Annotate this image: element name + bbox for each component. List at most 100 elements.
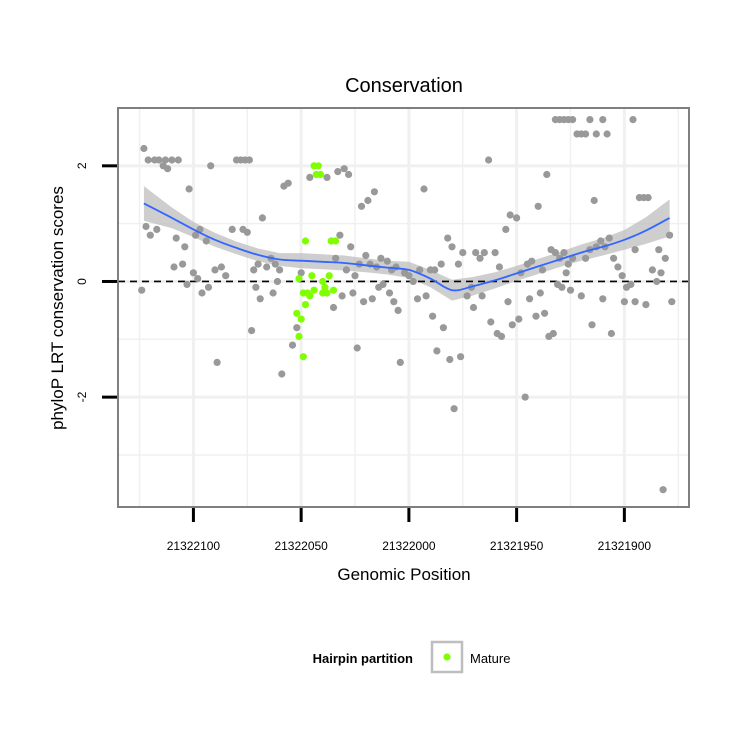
data-point-mature (329, 286, 338, 294)
data-point (409, 277, 417, 286)
data-point (653, 277, 661, 286)
data-point (189, 269, 197, 277)
data-point-mature (310, 286, 318, 294)
data-point (183, 280, 191, 288)
x-axis: 21322100 21322050 21322000 21321950 21321900 (167, 508, 652, 553)
smooth-fit-line (143, 202, 671, 292)
data-point (269, 289, 277, 297)
data-point (194, 275, 202, 283)
data-point (379, 280, 387, 288)
y-tick-label: -2 (75, 391, 89, 402)
data-point (491, 249, 499, 257)
data-point (450, 405, 458, 413)
data-point (329, 303, 338, 312)
data-point (463, 292, 471, 300)
data-point (472, 249, 480, 257)
data-point (422, 292, 430, 300)
y-tick-label: 2 (75, 162, 89, 169)
data-point (416, 266, 424, 274)
y-tick-label: 0 (75, 278, 89, 285)
data-point (342, 266, 350, 274)
data-point-mature (299, 353, 307, 361)
data-point (181, 243, 189, 251)
data-point (560, 249, 568, 257)
data-point (487, 318, 495, 326)
data-point (558, 283, 566, 291)
plot-panel (117, 107, 690, 508)
data-point (566, 286, 575, 294)
panel-background (118, 108, 689, 507)
data-point (192, 231, 200, 239)
data-point (577, 292, 585, 300)
data-point (405, 272, 413, 280)
data-point (360, 298, 368, 306)
data-point (345, 170, 353, 179)
data-point (495, 263, 503, 271)
data-point (153, 225, 161, 233)
data-point (631, 246, 639, 254)
data-point-mature (297, 315, 305, 323)
data-point (396, 358, 404, 366)
data-point (202, 237, 210, 245)
data-point-mature (301, 237, 310, 245)
data-point (340, 165, 348, 173)
data-point (429, 312, 437, 320)
confidence-band (143, 186, 670, 301)
legend-key-mature (443, 653, 451, 661)
data-point (536, 289, 544, 297)
data-point (526, 295, 534, 303)
data-point (273, 277, 281, 286)
data-point (605, 234, 613, 242)
data-point (179, 260, 187, 268)
data-point-mature (316, 170, 325, 179)
data-point-mature (319, 277, 327, 286)
data-point (413, 295, 422, 303)
x-tick-label: 21322100 (167, 539, 221, 553)
legend-title: Hairpin partition (313, 651, 413, 666)
data-point-mature (321, 283, 329, 291)
data-point (504, 298, 512, 306)
data-point (140, 144, 148, 153)
data-point (588, 321, 596, 329)
x-axis-title: Genomic Position (337, 565, 470, 584)
data-point (666, 231, 674, 239)
x-tick-label: 21322000 (382, 539, 436, 553)
data-point (562, 269, 570, 277)
x-tick-label: 21321900 (598, 539, 652, 553)
data-point-mature (319, 289, 327, 297)
data-point (362, 251, 370, 260)
data-point (245, 156, 253, 164)
data-point (217, 263, 225, 271)
data-point (541, 309, 549, 317)
data-point (258, 214, 266, 222)
legend-label-mature: Mature (470, 651, 510, 666)
data-point (383, 257, 391, 265)
data-point (506, 211, 514, 219)
data-point (394, 306, 402, 314)
data-point (668, 298, 676, 306)
data-point (528, 257, 536, 265)
data-point (222, 272, 230, 280)
data-point (508, 321, 516, 329)
y-axis: 2 0 -2 (75, 162, 117, 402)
data-point-mature (314, 162, 322, 170)
data-point-mature (308, 272, 316, 280)
data-point (276, 266, 284, 274)
data-point (582, 254, 590, 262)
data-point (155, 156, 163, 164)
data-point (370, 188, 378, 196)
data-point (271, 260, 279, 268)
data-point (469, 303, 478, 312)
data-point (439, 324, 447, 332)
data-point (161, 156, 169, 164)
data-point (659, 486, 667, 494)
data-point (243, 228, 251, 236)
data-point (599, 295, 607, 303)
data-point (250, 266, 258, 274)
data-point (248, 327, 256, 335)
data-point (564, 260, 572, 268)
data-point (642, 301, 650, 309)
data-point (454, 260, 462, 268)
x-tick-label: 21321950 (490, 539, 544, 553)
data-point (478, 292, 486, 300)
